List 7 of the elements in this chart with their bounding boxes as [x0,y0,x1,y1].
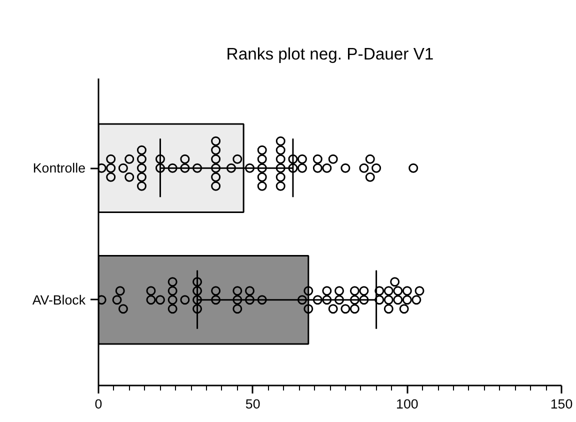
x-tick-label: 100 [396,396,418,412]
x-tick-label: 50 [245,396,260,412]
y-tick-label: Kontrolle [32,160,86,176]
x-tick-label: 0 [94,396,102,412]
chart-title: Ranks plot neg. P-Dauer V1 [226,44,434,64]
x-tick-label: 150 [550,396,573,412]
y-tick-label: AV-Block [32,292,86,308]
